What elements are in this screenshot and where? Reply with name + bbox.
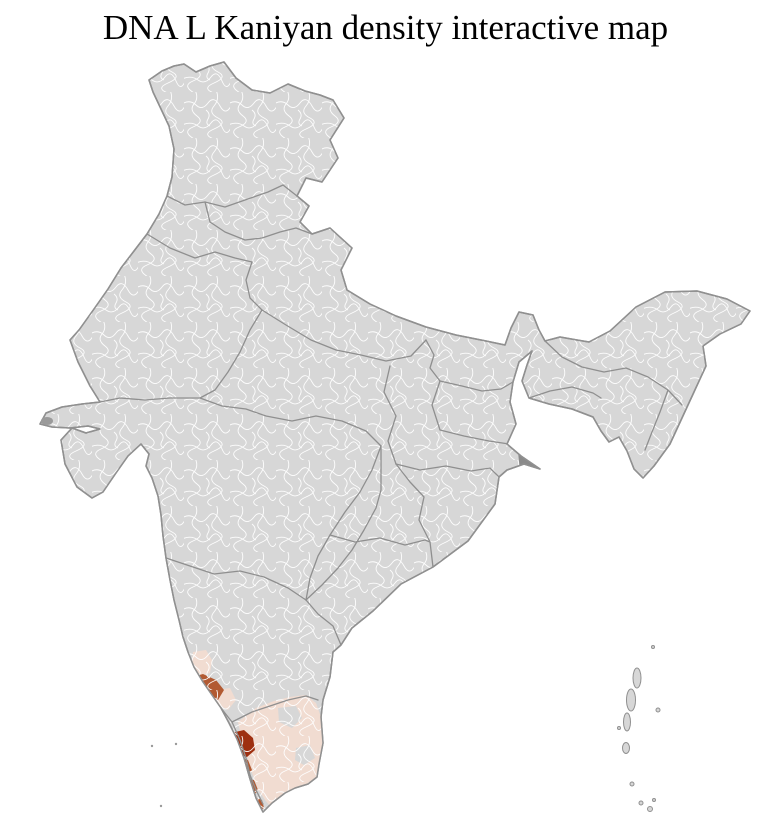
island [655, 707, 661, 713]
island [638, 800, 644, 806]
lakshadweep-islands [150, 742, 178, 808]
island [647, 806, 653, 812]
island [632, 667, 642, 689]
island [174, 742, 178, 746]
island [623, 712, 631, 732]
island [622, 742, 630, 754]
island [617, 726, 621, 730]
island [629, 781, 635, 787]
india-coastline [39, 61, 751, 813]
island [150, 744, 154, 748]
island [159, 804, 163, 808]
island [626, 688, 636, 712]
andaman-nicobar-islands [617, 645, 661, 812]
page-title: DNA L Kaniyan density interactive map [102, 8, 669, 47]
kutch-islet [41, 417, 53, 425]
island [651, 645, 655, 649]
island [652, 798, 656, 802]
